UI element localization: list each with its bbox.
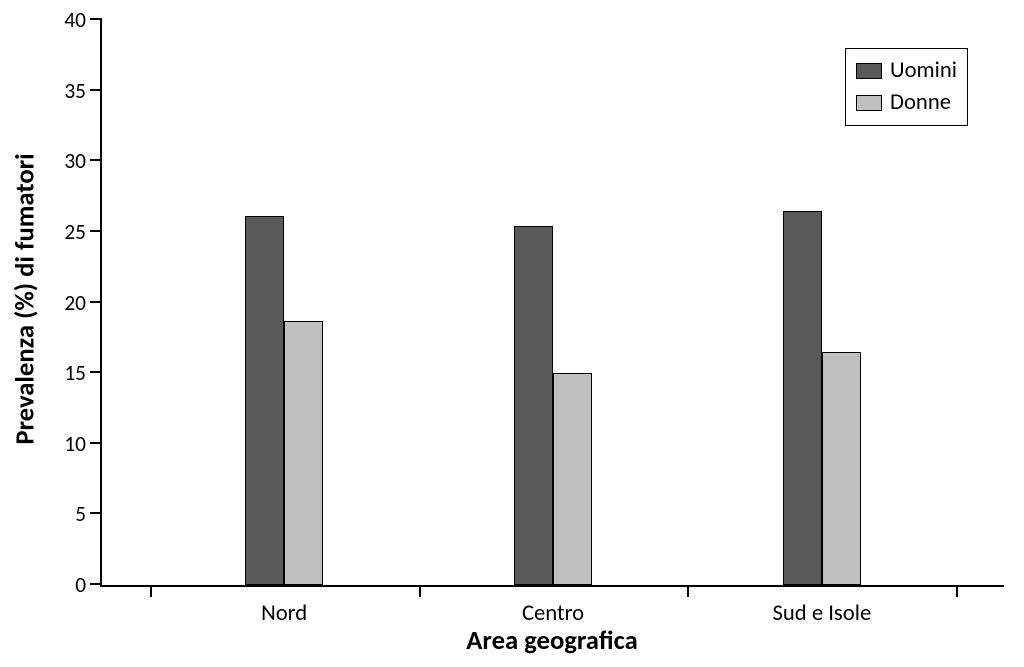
bar	[514, 226, 553, 585]
x-tick	[687, 585, 689, 597]
bar	[245, 216, 284, 585]
legend: UominiDonne	[845, 48, 968, 125]
x-axis-title: Area geografica	[100, 625, 1004, 657]
legend-swatch	[856, 63, 882, 79]
bar	[284, 321, 323, 585]
y-tick-label: 30	[64, 148, 86, 174]
y-tick-label: 40	[64, 7, 86, 33]
bar	[553, 373, 592, 585]
x-tick	[419, 585, 421, 597]
legend-item: Uomini	[856, 55, 957, 87]
x-category-label: Sud e Isole	[772, 599, 871, 627]
x-category-label: Nord	[261, 599, 307, 627]
y-tick	[90, 89, 102, 91]
y-tick-label: 0	[75, 572, 86, 598]
y-tick-label: 35	[64, 78, 86, 104]
chart-container: Prevalenza (%) di fumatori UominiDonne 0…	[0, 0, 1024, 667]
y-tick	[90, 230, 102, 232]
x-tick	[956, 585, 958, 597]
y-tick	[90, 442, 102, 444]
bar	[822, 352, 861, 585]
x-tick	[150, 585, 152, 597]
y-tick-label: 10	[64, 431, 86, 457]
legend-item: Donne	[856, 87, 957, 119]
y-tick	[90, 583, 102, 585]
y-tick	[90, 512, 102, 514]
y-tick	[90, 18, 102, 20]
y-tick	[90, 301, 102, 303]
x-category-label: Centro	[522, 599, 584, 627]
legend-label: Donne	[890, 87, 951, 119]
y-tick-label: 25	[64, 219, 86, 245]
y-tick	[90, 159, 102, 161]
plot-area: UominiDonne 0510152025303540NordCentroSu…	[100, 20, 1004, 587]
legend-swatch	[856, 95, 882, 111]
y-tick-label: 5	[75, 501, 86, 527]
legend-label: Uomini	[890, 55, 957, 87]
y-tick-label: 15	[64, 360, 86, 386]
y-tick	[90, 371, 102, 373]
y-axis-title: Prevalenza (%) di fumatori	[4, 0, 48, 597]
bar	[783, 211, 822, 585]
y-tick-label: 20	[64, 290, 86, 316]
y-axis-title-text: Prevalenza (%) di fumatori	[10, 153, 42, 444]
